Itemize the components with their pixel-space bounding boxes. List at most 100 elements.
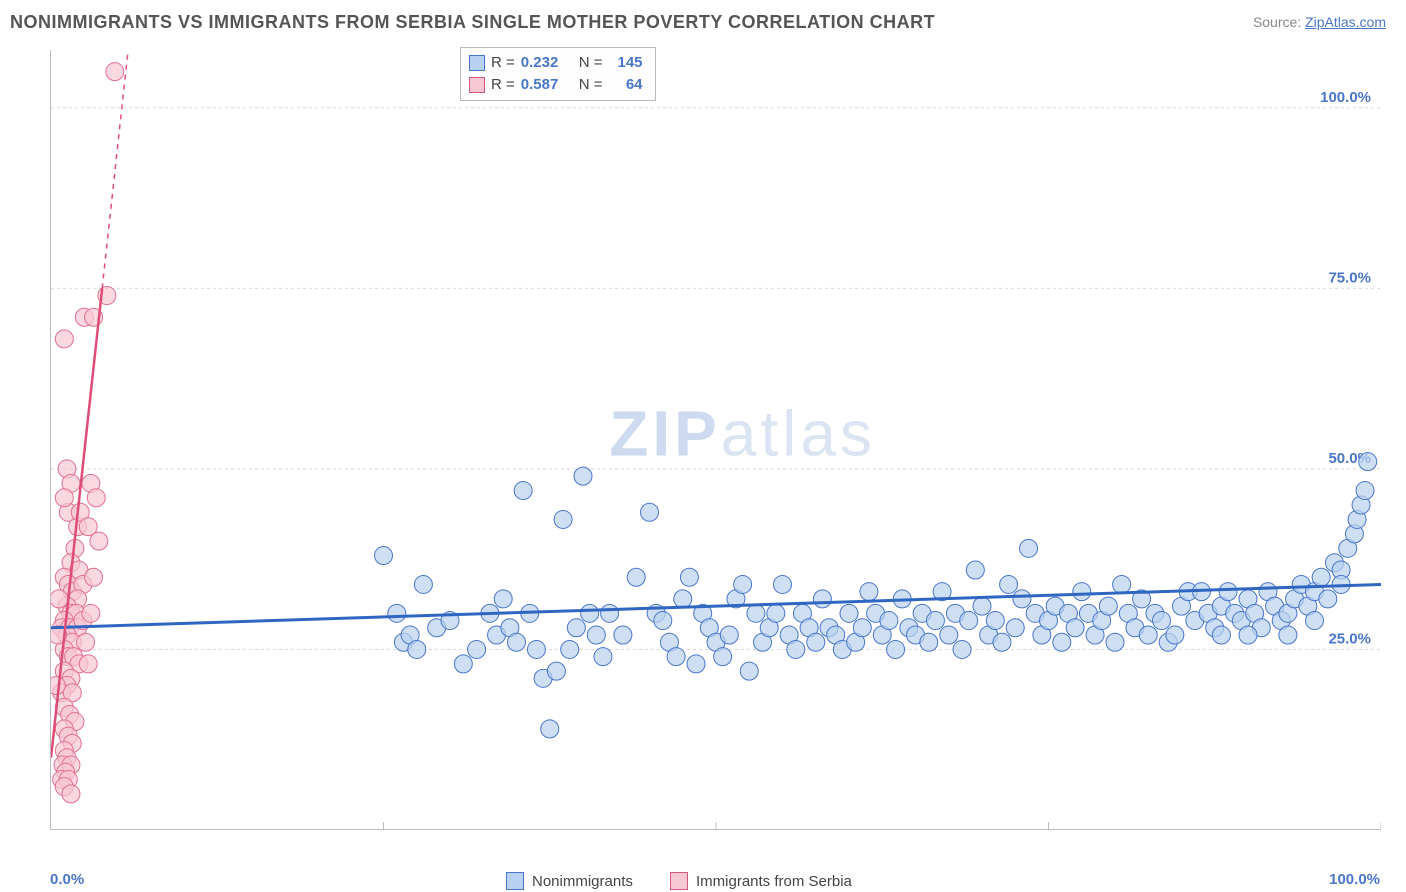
point-nonimmigrant <box>527 640 545 658</box>
point-nonimmigrant <box>567 619 585 637</box>
point-nonimmigrant <box>1153 612 1171 630</box>
point-nonimmigrant <box>720 626 738 644</box>
x-min-label: 0.0% <box>50 871 84 888</box>
point-immigrant <box>55 330 73 348</box>
legend-item: Immigrants from Serbia <box>670 872 852 890</box>
point-nonimmigrant <box>508 633 526 651</box>
stat-r-val: 0.232 <box>521 52 573 74</box>
point-immigrant <box>79 655 97 673</box>
point-nonimmigrant <box>454 655 472 673</box>
point-nonimmigrant <box>966 561 984 579</box>
point-nonimmigrant <box>1166 626 1184 644</box>
point-nonimmigrant <box>1312 568 1330 586</box>
point-nonimmigrant <box>687 655 705 673</box>
stat-r-val: 0.587 <box>521 74 573 96</box>
point-nonimmigrant <box>561 640 579 658</box>
point-nonimmigrant <box>1319 590 1337 608</box>
chart-svg: 25.0%50.0%75.0%100.0%ZIPatlas <box>51 50 1381 830</box>
point-nonimmigrant <box>614 626 632 644</box>
x-max-label: 100.0% <box>1329 871 1380 888</box>
point-nonimmigrant <box>767 604 785 622</box>
point-immigrant <box>106 63 124 81</box>
point-nonimmigrant <box>1000 575 1018 593</box>
ytick-label: 25.0% <box>1328 630 1371 647</box>
point-nonimmigrant <box>1099 597 1117 615</box>
stat-r-eq: R = <box>491 52 515 74</box>
point-nonimmigrant <box>1106 633 1124 651</box>
point-nonimmigrant <box>654 612 672 630</box>
watermark: ZIPatlas <box>609 398 876 470</box>
trend-immigrant-dashed <box>102 50 128 288</box>
point-nonimmigrant <box>880 612 898 630</box>
point-nonimmigrant <box>594 648 612 666</box>
point-nonimmigrant <box>714 648 732 666</box>
point-nonimmigrant <box>853 619 871 637</box>
legend-swatch <box>469 77 485 93</box>
point-nonimmigrant <box>1053 633 1071 651</box>
point-immigrant <box>62 785 80 803</box>
point-nonimmigrant <box>1239 626 1257 644</box>
point-nonimmigrant <box>1066 619 1084 637</box>
point-nonimmigrant <box>1359 453 1377 471</box>
point-nonimmigrant <box>787 640 805 658</box>
point-nonimmigrant <box>807 633 825 651</box>
point-nonimmigrant <box>674 590 692 608</box>
point-nonimmigrant <box>1279 626 1297 644</box>
stat-n-eq: N = <box>579 52 603 74</box>
point-nonimmigrant <box>734 575 752 593</box>
legend-swatch <box>469 55 485 71</box>
legend-item: Nonimmigrants <box>506 872 633 890</box>
stats-row: R = 0.587 N = 64 <box>469 74 643 96</box>
point-nonimmigrant <box>960 612 978 630</box>
point-nonimmigrant <box>414 575 432 593</box>
ytick-label: 100.0% <box>1320 89 1371 106</box>
point-nonimmigrant <box>667 648 685 666</box>
point-nonimmigrant <box>1139 626 1157 644</box>
point-immigrant <box>51 590 68 608</box>
point-nonimmigrant <box>973 597 991 615</box>
stats-box: R = 0.232 N = 145 R = 0.587 N = 64 <box>460 47 656 101</box>
point-nonimmigrant <box>813 590 831 608</box>
stats-row: R = 0.232 N = 145 <box>469 52 643 74</box>
point-nonimmigrant <box>388 604 406 622</box>
point-nonimmigrant <box>1356 482 1374 500</box>
point-nonimmigrant <box>1073 583 1091 601</box>
legend-swatch <box>670 872 688 890</box>
point-nonimmigrant <box>587 626 605 644</box>
point-nonimmigrant <box>747 604 765 622</box>
point-nonimmigrant <box>860 583 878 601</box>
point-immigrant <box>55 489 73 507</box>
point-immigrant <box>85 568 103 586</box>
point-nonimmigrant <box>1013 590 1031 608</box>
point-nonimmigrant <box>581 604 599 622</box>
source-link[interactable]: ZipAtlas.com <box>1305 14 1386 30</box>
point-nonimmigrant <box>641 503 659 521</box>
stat-r-eq: R = <box>491 74 515 96</box>
point-nonimmigrant <box>494 590 512 608</box>
point-nonimmigrant <box>408 640 426 658</box>
point-immigrant <box>82 604 100 622</box>
point-nonimmigrant <box>554 510 572 528</box>
point-nonimmigrant <box>1306 612 1324 630</box>
point-nonimmigrant <box>840 604 858 622</box>
point-nonimmigrant <box>514 482 532 500</box>
point-nonimmigrant <box>887 640 905 658</box>
stat-n-val: 64 <box>609 74 643 96</box>
point-immigrant <box>87 489 105 507</box>
point-nonimmigrant <box>468 640 486 658</box>
legend-label: Nonimmigrants <box>532 873 633 890</box>
point-nonimmigrant <box>1212 626 1230 644</box>
point-nonimmigrant <box>1006 619 1024 637</box>
chart-title: NONIMMIGRANTS VS IMMIGRANTS FROM SERBIA … <box>10 12 935 33</box>
source-label: Source: ZipAtlas.com <box>1253 14 1386 30</box>
point-nonimmigrant <box>375 547 393 565</box>
stat-n-val: 145 <box>609 52 643 74</box>
source-prefix: Source: <box>1253 14 1305 30</box>
legend-swatch <box>506 872 524 890</box>
point-nonimmigrant <box>953 640 971 658</box>
point-nonimmigrant <box>1113 575 1131 593</box>
point-nonimmigrant <box>926 612 944 630</box>
point-nonimmigrant <box>740 662 758 680</box>
stat-n-eq: N = <box>579 74 603 96</box>
point-nonimmigrant <box>627 568 645 586</box>
